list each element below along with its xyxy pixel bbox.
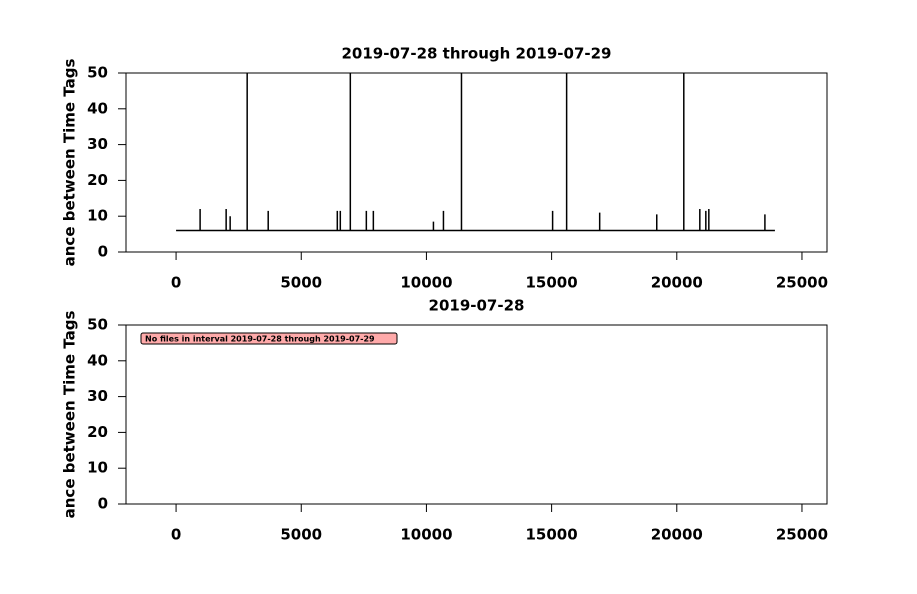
y-tick-label: 10 [87, 459, 108, 477]
y-tick-label: 10 [87, 207, 108, 225]
x-tick-label: 10000 [400, 274, 452, 292]
y-tick-label: 20 [87, 423, 108, 441]
y-tick-label: 30 [87, 135, 108, 153]
annotation: No files in interval 2019-07-28 through … [145, 335, 375, 344]
x-tick-label: 15000 [526, 526, 578, 544]
annotation-box [140, 332, 398, 345]
y-tick-label: 50 [87, 316, 108, 334]
y-tick-label: 0 [98, 243, 108, 261]
x-tick-label: 20000 [651, 274, 703, 292]
x-tick-label: 0 [171, 274, 181, 292]
x-tick-label: 5000 [280, 274, 322, 292]
x-tick-label: 25000 [776, 526, 828, 544]
plot-frame [125, 324, 828, 505]
y-tick-label: 0 [98, 495, 108, 513]
data-line [176, 73, 775, 232]
y-axis-label: ance between Time Tags [61, 59, 79, 267]
y-tick-label: 40 [87, 99, 108, 117]
y-tick-label: 40 [87, 351, 108, 369]
x-tick-label: 10000 [400, 526, 452, 544]
y-axis-label: ance between Time Tags [61, 311, 79, 519]
chart-title: 2019-07-28 [429, 297, 525, 315]
x-tick-label: 0 [171, 526, 181, 544]
x-tick-label: 20000 [651, 526, 703, 544]
y-tick-label: 50 [87, 64, 108, 82]
x-tick-label: 25000 [776, 274, 828, 292]
x-tick-label: 15000 [526, 274, 578, 292]
y-tick-label: 30 [87, 387, 108, 405]
chart-title: 2019-07-28 through 2019-07-29 [342, 45, 612, 63]
x-tick-label: 5000 [280, 526, 322, 544]
plot-frame [125, 72, 828, 253]
y-tick-label: 20 [87, 171, 108, 189]
